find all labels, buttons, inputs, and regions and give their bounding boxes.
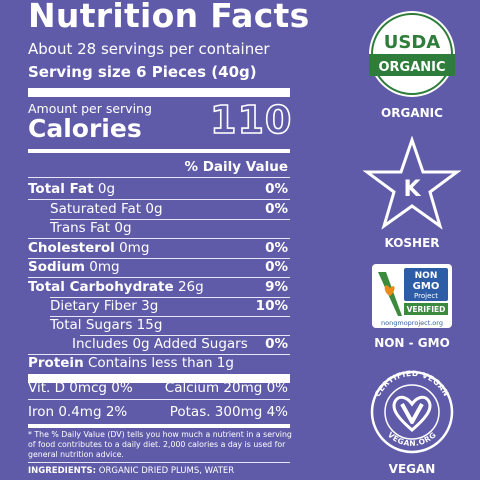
vegan-certification: CERTIFIED VEGAN VEGAN.ORG VEGAN — [352, 368, 472, 478]
calories-label: Calories — [28, 114, 142, 143]
daily-value-header: % Daily Value — [184, 159, 288, 175]
kosher-certification: K KOSHER — [352, 135, 472, 256]
vegan-ring-bottom: VEGAN.ORG — [386, 430, 438, 448]
nutrient-label: Trans Fat — [50, 220, 111, 236]
nutrient-dv: 0% — [265, 240, 288, 256]
nongmo-line1: NON — [415, 271, 438, 281]
nutrient-row-total-fat: Total Fat 0g 0% — [28, 181, 290, 201]
usda-seal-top: USDA — [384, 32, 441, 53]
nutrient-amount: 0mg — [89, 259, 120, 275]
nutrient-amount: Contains less than 1g — [87, 355, 234, 371]
nutrient-amount: 15g — [136, 317, 163, 333]
nutrient-row-saturated-fat: Saturated Fat 0g 0% — [28, 201, 290, 221]
divider-thick — [28, 88, 290, 97]
nutrient-amount: 3g — [141, 298, 159, 314]
divider-thin — [80, 335, 290, 336]
usda-seal-bottom: ORGANIC — [378, 60, 445, 75]
nutrient-row-dietary-fiber: Dietary Fiber 3g 10% — [28, 298, 290, 318]
nutrient-row-total-carbohydrate: Total Carbohydrate 26g 9% — [28, 279, 290, 299]
nutrition-facts-panel: Nutrition Facts About 28 servings per co… — [28, 0, 310, 476]
nongmo-url: nongmoproject.org — [381, 319, 443, 327]
nutrient-dv: 0% — [265, 181, 288, 197]
divider-thin — [28, 277, 290, 278]
nutrient-label: Total Fat — [28, 181, 94, 197]
divider-thin — [28, 258, 290, 259]
nutrient-dv: 0% — [265, 201, 288, 217]
divider-thin — [28, 354, 290, 355]
vitamin-d: Vit. D 0mcg 0% — [28, 380, 133, 396]
divider-thin — [28, 177, 290, 178]
vegan-label: VEGAN — [388, 462, 436, 476]
nongmo-line2: GMO — [413, 281, 440, 292]
nutrient-label: Cholesterol — [28, 240, 115, 256]
servings-per-container: About 28 servings per container — [28, 40, 270, 58]
nutrient-label: Total Carbohydrate — [28, 279, 174, 295]
nongmo-line3: Project — [414, 292, 438, 300]
non-gmo-label: NON - GMO — [374, 336, 450, 350]
nutrient-dv: 10% — [255, 298, 288, 314]
divider-medium — [28, 424, 290, 428]
ingredients-text: ORGANIC DRIED PLUMS, WATER — [98, 466, 235, 476]
nutrient-row-cholesterol: Cholesterol 0mg 0% — [28, 240, 290, 260]
nutrient-amount: 26g — [177, 279, 204, 295]
serving-size: Serving size 6 Pieces (40g) — [28, 63, 257, 81]
nutrient-label: Sodium — [28, 259, 85, 275]
kosher-star-icon: K — [362, 135, 462, 230]
nutrient-label: Protein — [28, 355, 84, 371]
divider-thick — [28, 374, 290, 383]
nutrient-dv: 9% — [265, 279, 288, 295]
organic-label: ORGANIC — [381, 106, 443, 120]
divider-thin — [50, 316, 290, 317]
potassium: Potas. 300mg 4% — [169, 404, 288, 420]
nutrient-label: Saturated Fat — [50, 201, 142, 217]
vegan-ring-top: CERTIFIED VEGAN — [373, 369, 451, 398]
divider-thin — [50, 219, 290, 220]
usda-organic-certification: USDA ORGANIC ORGANIC — [352, 8, 472, 128]
ingredients: INGREDIENTS: ORGANIC DRIED PLUMS, WATER — [28, 466, 234, 476]
nutrition-facts-title: Nutrition Facts — [28, 0, 310, 35]
amount-per-serving: Amount per serving — [28, 101, 152, 116]
nutrient-row-total-sugars: Total Sugars 15g — [28, 317, 290, 337]
calcium: Calcium 20mg 0% — [164, 380, 288, 396]
nutrient-row-protein: Protein Contains less than 1g — [28, 355, 290, 375]
divider-thin — [28, 399, 290, 400]
ingredients-label: INGREDIENTS: — [28, 466, 97, 476]
nutrient-label: Dietary Fiber — [50, 298, 137, 314]
non-gmo-certification: NON GMO Project VERIFIED nongmoproject.o… — [352, 262, 472, 362]
nutrient-row-added-sugars: Includes 0g Added Sugars 0% — [28, 336, 290, 356]
nutrient-dv: 0% — [265, 336, 288, 352]
divider-thin — [28, 238, 290, 239]
nutrient-amount: 0mg — [119, 240, 150, 256]
iron: Iron 0.4mg 2% — [28, 404, 128, 420]
nutrient-amount: 0g — [97, 181, 116, 197]
vitamin-row: Vit. D 0mcg 0% Calcium 20mg 0% — [28, 380, 290, 400]
nongmo-verified: VERIFIED — [407, 305, 446, 314]
nutrient-label: Includes 0g Added Sugars — [72, 336, 248, 352]
svg-text:VEGAN.ORG: VEGAN.ORG — [386, 430, 438, 448]
certified-vegan-seal-icon: CERTIFIED VEGAN VEGAN.ORG — [370, 369, 454, 454]
divider-medium — [28, 149, 290, 153]
kosher-symbol: K — [403, 177, 421, 202]
daily-value-footnote: * The % Daily Value (DV) tells you how m… — [28, 430, 292, 459]
nutrient-amount: 0g — [114, 220, 132, 236]
svg-text:CERTIFIED VEGAN: CERTIFIED VEGAN — [373, 369, 451, 398]
divider-thin — [50, 297, 290, 298]
nutrient-dv: 0% — [265, 259, 288, 275]
calories-value: 110 — [209, 97, 293, 143]
nutrient-row-trans-fat: Trans Fat 0g — [28, 220, 290, 240]
mineral-row: Iron 0.4mg 2% Potas. 300mg 4% — [28, 404, 290, 424]
usda-organic-seal-icon: USDA ORGANIC — [369, 11, 455, 97]
kosher-label: KOSHER — [384, 236, 440, 250]
divider-thin — [28, 199, 290, 200]
divider-thin — [28, 462, 290, 463]
non-gmo-project-badge-icon: NON GMO Project VERIFIED nongmoproject.o… — [372, 264, 452, 328]
nutrient-amount: 0g — [145, 201, 163, 217]
nutrient-row-sodium: Sodium 0mg 0% — [28, 259, 290, 279]
nutrient-label: Total Sugars — [50, 317, 133, 333]
